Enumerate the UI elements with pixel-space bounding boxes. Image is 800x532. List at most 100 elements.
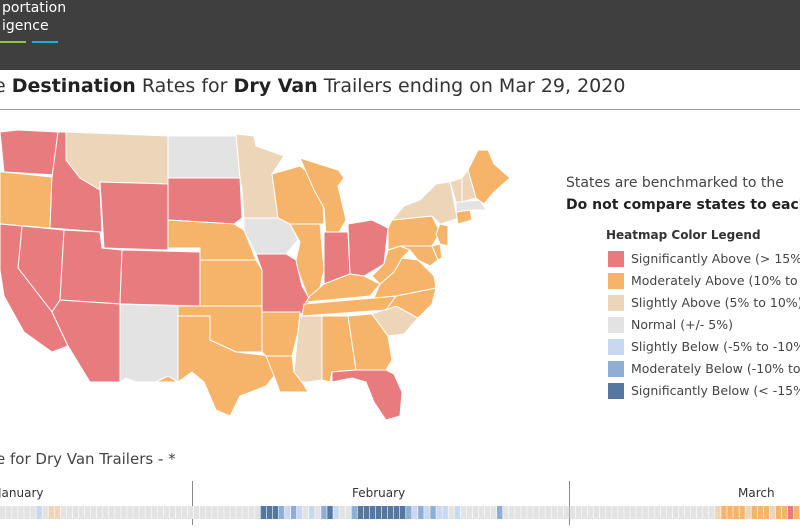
timeline-day-cell[interactable] <box>163 506 170 519</box>
timeline-day-cell[interactable] <box>715 506 721 519</box>
timeline-day-cell[interactable] <box>527 506 533 519</box>
timeline-day-cell[interactable] <box>109 506 115 519</box>
timeline-day-cell[interactable] <box>351 506 357 519</box>
timeline-day-cell[interactable] <box>618 506 624 519</box>
timeline-day-cell[interactable] <box>0 506 6 519</box>
timeline-day-cell[interactable] <box>745 506 751 519</box>
timeline-day-cell[interactable] <box>406 506 412 519</box>
state-NJ[interactable] <box>435 223 449 247</box>
timeline-day-cell[interactable] <box>587 506 594 519</box>
timeline-day-cell[interactable] <box>545 506 551 519</box>
timeline-day-cell[interactable] <box>393 506 400 519</box>
timeline-day-cell[interactable] <box>218 506 224 519</box>
timeline-day-cell[interactable] <box>6 506 12 519</box>
timeline-day-cell[interactable] <box>266 506 273 519</box>
timeline-day-cell[interactable] <box>290 506 297 519</box>
timeline-day-cell[interactable] <box>696 506 703 519</box>
state-ME[interactable] <box>467 149 511 205</box>
timeline-day-cell[interactable] <box>345 506 351 519</box>
timeline-day-cell[interactable] <box>769 506 776 519</box>
timeline-day-cell[interactable] <box>278 506 285 519</box>
timeline-day-cell[interactable] <box>151 506 157 519</box>
timeline-day-cell[interactable] <box>66 506 73 519</box>
timeline-day-cell[interactable] <box>206 506 212 519</box>
timeline-day-cell[interactable] <box>175 506 182 519</box>
state-KS[interactable] <box>199 259 263 307</box>
timeline-day-cell[interactable] <box>684 506 691 519</box>
timeline-day-cell[interactable] <box>496 506 503 519</box>
timeline-day-cell[interactable] <box>448 506 454 519</box>
timeline-day-cell[interactable] <box>515 506 521 519</box>
timeline-day-cell[interactable] <box>200 506 206 519</box>
timeline-day-cell[interactable] <box>139 506 145 519</box>
timeline-day-cell[interactable] <box>103 506 109 519</box>
timeline-day-cell[interactable] <box>460 506 467 519</box>
timeline-day-cell[interactable] <box>533 506 539 519</box>
timeline-day-cell[interactable] <box>369 506 376 519</box>
timeline-day-cell[interactable] <box>412 506 418 519</box>
timeline-day-cell[interactable] <box>127 506 133 519</box>
timeline-day-cell[interactable] <box>181 506 188 519</box>
timeline-day-cell[interactable] <box>400 506 406 519</box>
timeline-day-cell[interactable] <box>654 506 661 519</box>
timeline-day-cell[interactable] <box>757 506 764 519</box>
state-KY[interactable] <box>305 273 381 303</box>
timeline-day-cell[interactable] <box>381 506 388 519</box>
timeline-day-cell[interactable] <box>666 506 673 519</box>
state-TX[interactable] <box>136 315 275 417</box>
timeline-day-cell[interactable] <box>133 506 139 519</box>
timeline-day-cell[interactable] <box>260 506 267 519</box>
timeline-day-cell[interactable] <box>630 506 636 519</box>
timeline-day-cell[interactable] <box>315 506 321 519</box>
timeline-day-cell[interactable] <box>503 506 509 519</box>
timeline-day-cell[interactable] <box>775 506 782 519</box>
timeline-day-cell[interactable] <box>472 506 479 519</box>
timeline-day-cell[interactable] <box>193 506 200 519</box>
timeline-day-cell[interactable] <box>733 506 739 519</box>
timeline-day-cell[interactable] <box>478 506 485 519</box>
timeline-day-cell[interactable] <box>606 506 612 519</box>
timeline-day-cell[interactable] <box>793 506 800 519</box>
timeline-day-cell[interactable] <box>60 506 67 519</box>
timeline-day-cell[interactable] <box>54 506 61 519</box>
timeline-day-cell[interactable] <box>575 506 582 519</box>
timeline-day-cell[interactable] <box>296 506 303 519</box>
timeline-day-cell[interactable] <box>442 506 448 519</box>
timeline-day-cell[interactable] <box>157 506 164 519</box>
timeline-day-cell[interactable] <box>90 506 97 519</box>
timeline-day-cell[interactable] <box>96 506 103 519</box>
timeline-day-cell[interactable] <box>224 506 230 519</box>
timeline-day-cell[interactable] <box>593 506 600 519</box>
state-PA[interactable] <box>387 215 441 251</box>
timeline-day-cell[interactable] <box>763 506 770 519</box>
state-SD[interactable] <box>167 177 243 225</box>
timeline-day-cell[interactable] <box>581 506 588 519</box>
timeline-day-cell[interactable] <box>145 506 151 519</box>
timeline-day-cell[interactable] <box>169 506 176 519</box>
timeline-day-cell[interactable] <box>751 506 757 519</box>
state-DE[interactable] <box>431 243 443 261</box>
timeline-day-cell[interactable] <box>636 506 642 519</box>
timeline-day-cell[interactable] <box>357 506 364 519</box>
state-NM[interactable] <box>119 303 179 383</box>
state-MA[interactable] <box>455 199 487 213</box>
timeline-day-cell[interactable] <box>672 506 679 519</box>
timeline-day-cell[interactable] <box>84 506 91 519</box>
timeline-day-cell[interactable] <box>375 506 382 519</box>
timeline-day-cell[interactable] <box>248 506 254 519</box>
timeline-day-cell[interactable] <box>424 506 430 519</box>
timeline-day-cell[interactable] <box>42 506 48 519</box>
timeline-day-cell[interactable] <box>272 506 279 519</box>
timeline-day-cell[interactable] <box>24 506 30 519</box>
timeline-day-cell[interactable] <box>521 506 527 519</box>
state-CO[interactable] <box>119 249 201 307</box>
timeline-day-cell[interactable] <box>484 506 491 519</box>
state-CA[interactable] <box>0 223 69 353</box>
timeline-day-cell[interactable] <box>454 506 461 519</box>
timeline-day-cell[interactable] <box>739 506 745 519</box>
timeline-day-cell[interactable] <box>18 506 24 519</box>
timeline-day-cell[interactable] <box>557 506 564 519</box>
state-WY[interactable] <box>99 181 169 251</box>
timeline-day-cell[interactable] <box>600 506 606 519</box>
timeline-day-cell[interactable] <box>418 506 424 519</box>
